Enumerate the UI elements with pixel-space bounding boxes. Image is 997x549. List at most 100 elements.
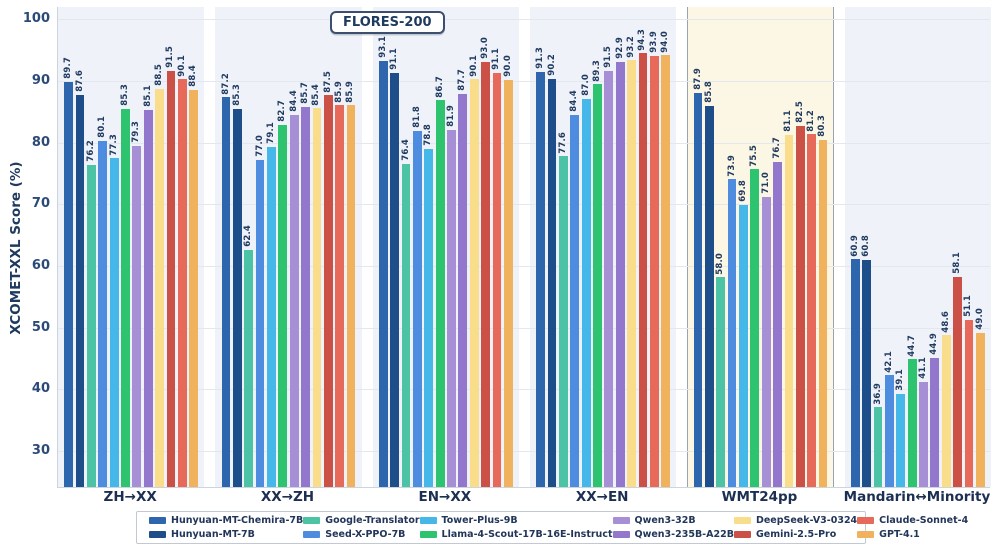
legend-swatch-stripes-icon (733, 517, 751, 524)
bar-value-label: 90.2 (546, 54, 557, 76)
bar-value-label: 69.8 (737, 179, 748, 202)
bar-Hunyuan-MT-7B-Mandarin↔Minority (862, 260, 872, 487)
legend-swatch-dots-icon (733, 531, 751, 538)
bar-value-label: 85.8 (703, 81, 714, 103)
x-category-label: WMT24pp (721, 489, 798, 505)
bar-value-label: 88.5 (154, 64, 165, 87)
legend-label: Gemini-2.5-Pro (755, 529, 837, 540)
bar-Llama-4-Scout-17B-16E-Instruct-EN→XX (435, 100, 445, 487)
bar-value-label: 44.9 (929, 333, 940, 356)
bar-Qwen3-32B-EN→XX (447, 129, 456, 487)
legend-swatch-stripes-icon (419, 517, 437, 524)
bar-Qwen3-235B-A22B-ZH→XX (143, 110, 153, 487)
bar-value-label: 81.2 (806, 109, 817, 132)
bar-value-label: 87.6 (74, 70, 85, 92)
bar-value-label: 80.3 (817, 115, 828, 137)
legend-item-DeepSeek-V3-0324: DeepSeek-V3-0324 (733, 515, 858, 526)
bar-value-label: 87.2 (220, 72, 231, 95)
bar-value-label: 93.9 (648, 31, 659, 53)
bar-value-label: 76.2 (85, 140, 96, 163)
legend-label: Qwen3-32B (634, 515, 696, 526)
bar-value-label: 87.5 (322, 70, 333, 93)
x-category-label: XX→EN (575, 489, 629, 505)
bar-value-label: 85.9 (334, 80, 345, 103)
bar-value-label: 85.9 (345, 80, 356, 103)
legend-item-Gemini-2.5-Pro: Gemini-2.5-Pro (733, 529, 857, 540)
legend-column: Claude-Sonnet-4 GPT-4.1 (857, 515, 968, 540)
bar-Hunyuan-MT-7B-WMT24pp (704, 105, 714, 487)
legend-column: DeepSeek-V3-0324 Gemini-2.5-Pro (733, 515, 858, 540)
gridline (58, 451, 990, 452)
bar-value-label: 79.1 (265, 122, 276, 145)
x-category-label: XX→ZH (260, 489, 315, 505)
x-category-label: ZH→XX (103, 489, 157, 505)
bar-value-label: 94.0 (660, 30, 671, 53)
plot-area: 89.7 87.2 93.1 91.3 87.9 60.9 87.6 85.3 91.1 90.2… (57, 7, 991, 488)
legend-item-GPT-4.1: GPT-4.1 (857, 529, 968, 540)
bar-Seed-X-PPO-7B-XX→ZH (255, 160, 265, 487)
bar-value-label: 91.1 (491, 48, 502, 71)
bar-value-label: 71.0 (760, 172, 771, 195)
y-tick-label: 30 (31, 443, 50, 458)
bar-value-label: 77.0 (254, 135, 265, 158)
bar-value-label: 42.1 (883, 350, 894, 373)
gridline (58, 327, 990, 329)
bar-Hunyuan-MT-7B-EN→XX (390, 73, 400, 487)
bar-Claude-Sonnet-4-EN→XX (492, 73, 502, 487)
bar-DeepSeek-V3-0324-EN→XX (469, 79, 479, 487)
legend-label: Hunyuan-MT-Chemira-7B (171, 515, 304, 526)
bar-value-label: 76.4 (400, 139, 411, 161)
bar-value-label: 92.9 (614, 37, 625, 60)
bar-Seed-X-PPO-7B-ZH→XX (98, 141, 108, 487)
bar-Seed-X-PPO-7B-Mandarin↔Minority (885, 375, 894, 487)
bar-value-label: 89.7 (63, 57, 74, 79)
legend-swatch-crosshatch-icon (149, 517, 166, 524)
bar-value-label: 93.0 (480, 36, 491, 59)
bar-Qwen3-32B-Mandarin↔Minority (919, 381, 928, 487)
bar-Seed-X-PPO-7B-XX→EN (570, 114, 580, 487)
bar-Qwen3-32B-XX→EN (604, 70, 614, 487)
bar-value-label: 79.3 (131, 121, 142, 143)
bar-Tower-Plus-9B-XX→ZH (267, 147, 276, 487)
bar-value-label: 60.8 (861, 235, 872, 258)
legend-label: Hunyuan-MT-7B (171, 529, 255, 540)
bar-value-label: 85.3 (119, 84, 130, 106)
bar-GPT-4.1-EN→XX (503, 80, 513, 487)
bar-value-label: 90.1 (468, 54, 479, 77)
bar-value-label: 41.1 (918, 356, 928, 379)
bar-value-label: 73.9 (726, 154, 737, 177)
legend-label: Google-Translator (325, 515, 420, 526)
bar-value-label: 44.7 (906, 334, 917, 357)
bar-Tower-Plus-9B-XX→EN (581, 98, 591, 487)
bar-value-label: 82.7 (277, 100, 288, 123)
legend-label: DeepSeek-V3-0324 (755, 515, 858, 526)
legend-swatch-dots-icon (419, 531, 437, 538)
legend-swatch-solid-icon (857, 531, 875, 538)
bar-DeepSeek-V3-0324-WMT24pp (784, 134, 794, 487)
legend-swatch-solid-icon (149, 531, 166, 538)
bar-Hunyuan-MT-Chemira-7B-Mandarin↔Minority (850, 259, 860, 487)
bar-Gemini-2.5-Pro-XX→ZH (323, 95, 333, 487)
bar-value-label: 75.5 (749, 144, 760, 167)
bar-Tower-Plus-9B-WMT24pp (739, 204, 748, 487)
legend-column: Hunyuan-MT-Chemira-7B Hunyuan-MT-7B (149, 515, 303, 540)
gridline (58, 204, 990, 206)
bar-value-label: 90.1 (176, 54, 187, 77)
legend-label: GPT-4.1 (879, 529, 920, 540)
legend-item-Seed-X-PPO-7B: Seed-X-PPO-7B (303, 529, 419, 540)
bar-value-label: 49.0 (974, 308, 985, 330)
bar-value-label: 93.2 (626, 35, 637, 58)
bar-Gemini-2.5-Pro-Mandarin↔Minority (953, 276, 962, 487)
legend-item-Qwen3-235B-A22B: Qwen3-235B-A22B (612, 529, 734, 540)
bar-Claude-Sonnet-4-XX→EN (649, 55, 659, 487)
legend-label: Llama-4-Scout-17B-16E-Instruct (441, 529, 613, 540)
bar-DeepSeek-V3-0324-Mandarin↔Minority (941, 335, 951, 487)
bar-value-label: 87.9 (692, 68, 703, 90)
bar-Qwen3-32B-ZH→XX (132, 145, 142, 487)
bar-value-label: 87.7 (457, 69, 468, 92)
bar-Hunyuan-MT-Chemira-7B-WMT24pp (693, 92, 703, 487)
bar-value-label: 91.1 (389, 48, 400, 71)
bar-Llama-4-Scout-17B-16E-Instruct-XX→EN (593, 84, 602, 487)
bar-value-label: 90.0 (502, 55, 513, 77)
bar-value-label: 85.4 (311, 83, 322, 106)
